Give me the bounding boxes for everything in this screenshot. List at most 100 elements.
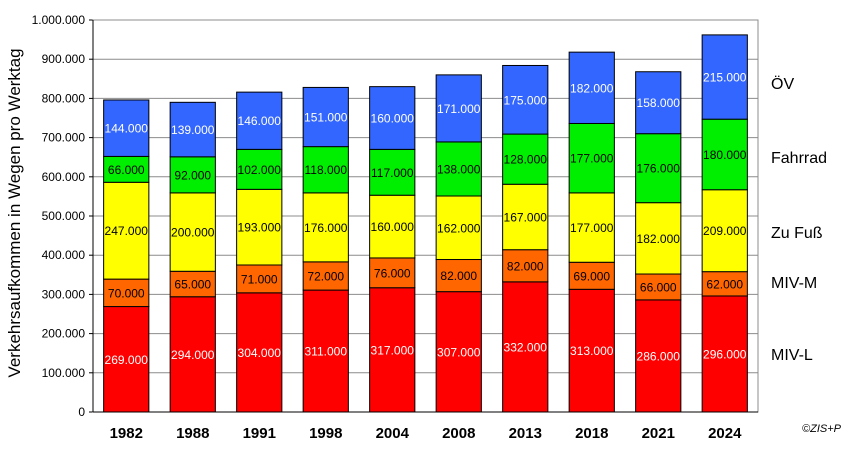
data-label: 176.000 (304, 221, 348, 235)
bar-segment (568, 261, 615, 290)
data-label: 307.000 (437, 345, 481, 359)
bar-segment (435, 195, 482, 261)
bar-segment (369, 194, 416, 259)
bar-segment (635, 133, 682, 204)
data-label: 160.000 (371, 220, 415, 234)
data-label: 118.000 (305, 163, 348, 177)
bar-segment (435, 74, 482, 143)
data-label: 66.000 (640, 280, 677, 294)
bar-segment (169, 296, 216, 413)
bar-segment (302, 261, 349, 291)
data-label: 76.000 (374, 266, 411, 280)
data-label: 92.000 (174, 168, 211, 182)
y-tick-label: 200.000 (42, 327, 86, 341)
data-label: 176.000 (637, 162, 681, 176)
bar-segment (236, 188, 283, 266)
bar-segment (701, 295, 748, 413)
y-tick-label: 800.000 (42, 91, 86, 105)
axes: 0 100.000 200.000 300.000 400.000 500.000 600.… (32, 13, 759, 442)
data-label: 171.000 (437, 102, 481, 116)
bar-segment (369, 257, 416, 289)
x-tick-label: 1998 (309, 425, 342, 442)
bar-segment (568, 288, 615, 413)
bar-segment (568, 51, 615, 124)
data-label: 317.000 (371, 343, 415, 357)
data-label: 286.000 (637, 349, 681, 363)
data-label: 72.000 (307, 269, 344, 283)
bar-segment (236, 264, 283, 294)
data-label: 151.000 (304, 111, 348, 125)
bar-segment (502, 249, 549, 283)
bar-segment (103, 155, 150, 183)
data-label: 215.000 (703, 71, 747, 85)
bar-segment (435, 141, 482, 197)
y-tick-label: 900.000 (42, 52, 86, 66)
data-label: 146.000 (238, 114, 282, 128)
data-label: 82.000 (507, 259, 544, 273)
data-label: 65.000 (174, 278, 211, 292)
bar-segment (502, 281, 549, 413)
data-label: 70.000 (108, 286, 145, 300)
data-label: 167.000 (504, 210, 548, 224)
y-tick-label: 0 (78, 405, 85, 419)
bar-segment (103, 181, 150, 280)
x-tick-label: 2018 (575, 425, 608, 442)
y-tick-label: 300.000 (42, 287, 86, 301)
data-label: 247.000 (105, 224, 149, 238)
x-tick-label: 2008 (442, 425, 475, 442)
legend-label: Fahrrad (771, 150, 827, 167)
bars: 269.000 70.000 247.000 66.000 144.000 294.000… (103, 34, 748, 413)
data-label: 128.000 (504, 153, 548, 167)
data-label: 296.000 (703, 347, 747, 361)
data-label: 71.000 (241, 272, 278, 286)
x-tick-label: 2021 (642, 425, 675, 442)
bar-segment (236, 91, 283, 150)
data-label: 182.000 (637, 232, 681, 246)
bar-segment (502, 133, 549, 185)
x-tick-label: 2013 (509, 425, 542, 442)
data-label: 139.000 (171, 123, 215, 137)
bar-segment (302, 289, 349, 413)
data-label: 158.000 (637, 96, 681, 110)
x-tick-label: 1988 (176, 425, 209, 442)
y-tick-label: 100.000 (42, 366, 86, 380)
bar-segment (103, 99, 150, 157)
data-label: 193.000 (238, 221, 282, 235)
bar-segment (169, 156, 216, 194)
data-label: 200.000 (171, 226, 215, 240)
bar-segment (701, 189, 748, 273)
data-label: 177.000 (570, 152, 614, 166)
y-tick-label: 400.000 (42, 248, 86, 262)
legend-label: Zu Fuß (771, 225, 823, 242)
data-label: 313.000 (570, 344, 614, 358)
y-tick-label: 1.000.000 (32, 13, 86, 27)
data-label: 162.000 (437, 221, 481, 235)
data-label: 311.000 (305, 345, 348, 359)
bar-segment (635, 71, 682, 135)
data-label: 182.000 (570, 81, 614, 95)
bar-segment (169, 270, 216, 298)
bar-segment (568, 122, 615, 194)
bar-segment (635, 273, 682, 301)
data-label: 62.000 (706, 277, 743, 291)
x-tick-label: 1982 (110, 425, 143, 442)
legend-label: ÖV (771, 75, 794, 93)
bar-segment (302, 86, 349, 148)
bar-segment (502, 64, 549, 135)
x-tick-label: 2024 (708, 425, 742, 442)
y-tick-label: 700.000 (42, 131, 86, 145)
data-label: 180.000 (703, 148, 747, 162)
bar-segment (236, 292, 283, 413)
data-label: 175.000 (504, 93, 548, 107)
y-tick-label: 500.000 (42, 209, 86, 223)
bar-segment (169, 192, 216, 272)
legend-label: MIV-L (771, 347, 813, 364)
legend: MIV-L MIV-M Zu Fuß Fahrrad ÖV (771, 75, 827, 364)
data-label: 144.000 (105, 122, 149, 136)
legend-label: MIV-M (771, 275, 817, 292)
data-label: 82.000 (440, 269, 477, 283)
data-label: 177.000 (570, 221, 614, 235)
data-label: 209.000 (703, 224, 747, 238)
data-label: 269.000 (105, 353, 149, 367)
